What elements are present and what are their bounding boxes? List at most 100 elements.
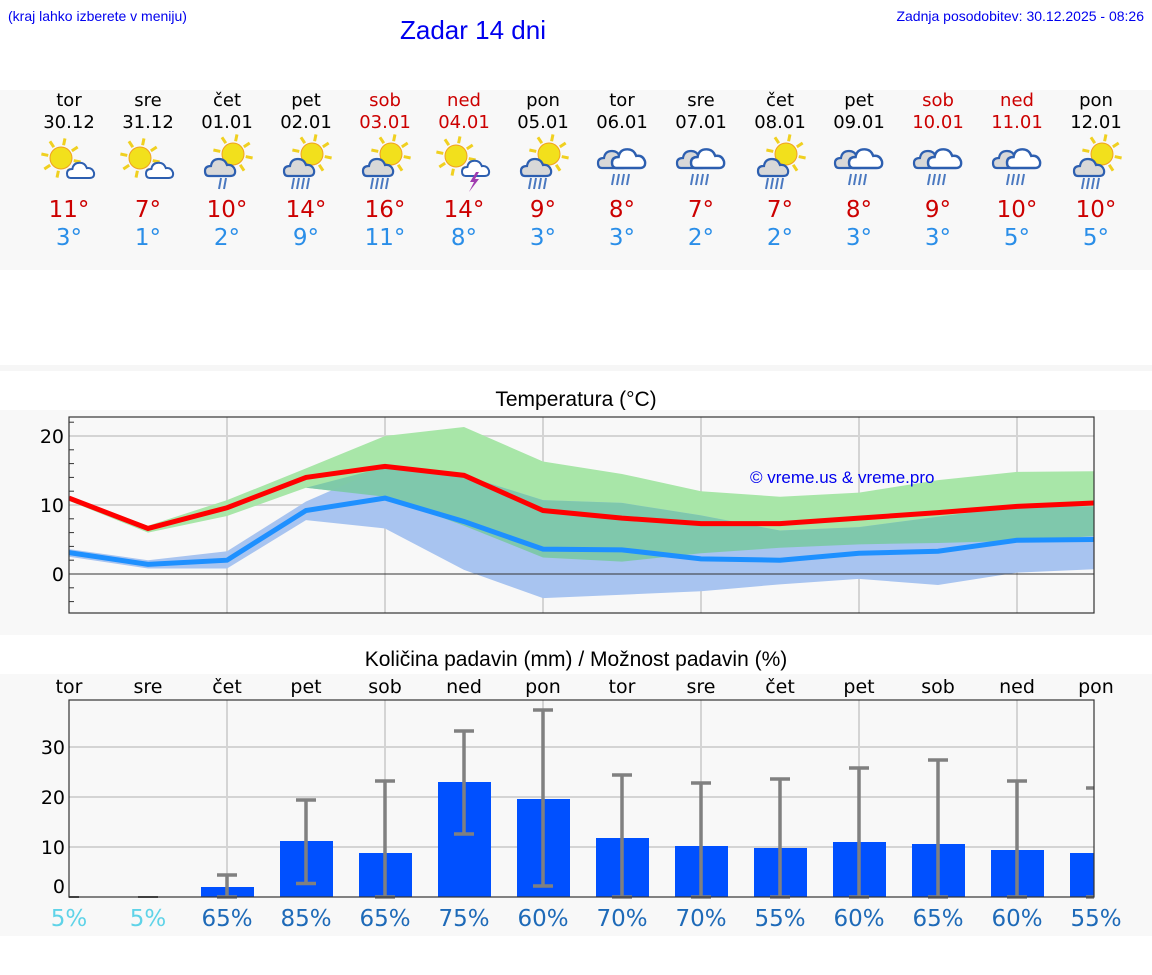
sun-cloud-rain-icon — [276, 134, 336, 194]
clouds-rain-icon — [908, 134, 968, 194]
sun-cloud-icon — [118, 134, 178, 194]
temp-min: 5° — [1082, 225, 1110, 251]
temp-min: 2° — [766, 225, 794, 251]
day-column: ned 11.01 10° 5° — [977, 90, 1057, 252]
day-date: 02.01 — [280, 112, 332, 133]
sun-cloud-rain-icon — [513, 134, 573, 194]
temp-max: 9° — [924, 197, 952, 223]
svg-text:10: 10 — [41, 837, 65, 859]
day-column: pon 12.01 10° 5° — [1056, 90, 1136, 252]
temp-min: 1° — [134, 225, 162, 251]
day-date: 05.01 — [517, 112, 569, 133]
precipitation-chart-title: Količina padavin (mm) / Možnost padavin … — [364, 648, 788, 671]
temp-max: 8° — [608, 197, 636, 223]
temp-max: 14° — [285, 197, 327, 223]
clouds-rain-icon — [987, 134, 1047, 194]
day-column: pet 09.01 8° 3° — [819, 90, 899, 252]
svg-text:sob: sob — [921, 676, 955, 698]
svg-text:55%: 55% — [1070, 906, 1121, 932]
page-title: Zadar 14 dni — [400, 15, 546, 45]
min-temp-line — [69, 495, 1094, 567]
clouds-rain-icon — [671, 134, 731, 194]
temp-min: 3° — [608, 225, 636, 251]
svg-text:5%: 5% — [51, 906, 88, 932]
day-name: pon — [526, 90, 560, 111]
day-name: čet — [765, 90, 795, 111]
clouds-rain-icon — [592, 134, 652, 194]
precip-bar — [1070, 853, 1094, 897]
day-column: čet 01.01 10° 2° — [187, 90, 267, 252]
svg-text:60%: 60% — [517, 906, 568, 932]
temp-max: 9° — [529, 197, 557, 223]
day-column: pon 05.01 9° 3° — [503, 90, 583, 252]
max-temp-range-band — [69, 427, 1094, 562]
svg-text:85%: 85% — [280, 906, 331, 932]
svg-text:65%: 65% — [359, 906, 410, 932]
day-column: sob 03.01 16° 11° — [345, 90, 425, 252]
day-name: pet — [291, 90, 321, 111]
day-date: 11.01 — [991, 112, 1043, 133]
temperature-chart: 20 10 0 — [40, 416, 1095, 614]
temp-min: 11° — [364, 225, 406, 251]
day-name: ned — [1000, 90, 1034, 111]
temp-max: 10° — [206, 197, 248, 223]
temp-max: 10° — [1075, 197, 1117, 223]
day-column: sre 31.12 7° 1° — [108, 90, 188, 252]
day-date: 12.01 — [1070, 112, 1122, 133]
section-divider — [0, 365, 1152, 371]
day-date: 31.12 — [122, 112, 174, 133]
day-name: pon — [1079, 90, 1113, 111]
svg-text:5%: 5% — [130, 906, 167, 932]
sun-cloud-icon — [39, 134, 99, 194]
svg-text:55%: 55% — [754, 906, 805, 932]
precipitation-chart: 30 20 10 0 tor sre čet pet sob ned pon tor sre čet pet… — [41, 676, 1122, 932]
sun-cloud-rain-icon — [750, 134, 810, 194]
svg-text:75%: 75% — [438, 906, 489, 932]
temp-min: 3° — [845, 225, 873, 251]
svg-text:65%: 65% — [912, 906, 963, 932]
sun-cloud-light-rain-icon — [197, 134, 257, 194]
temp-max: 7° — [687, 197, 715, 223]
day-name: tor — [609, 90, 635, 111]
svg-text:65%: 65% — [201, 906, 252, 932]
day-date: 07.01 — [675, 112, 727, 133]
svg-text:čet: čet — [765, 676, 795, 698]
day-name: tor — [56, 90, 82, 111]
day-date: 08.01 — [754, 112, 806, 133]
temp-min: 2° — [213, 225, 241, 251]
day-column: ned 04.01 14° 8° — [424, 90, 504, 252]
temp-max: 7° — [766, 197, 794, 223]
day-column: sob 10.01 9° 3° — [898, 90, 978, 252]
svg-text:20: 20 — [40, 426, 64, 448]
location-hint: (kraj lahko izberete v meniju) — [8, 8, 187, 24]
temp-min: 8° — [450, 225, 478, 251]
temp-max: 8° — [845, 197, 873, 223]
last-updated: Zadnja posodobitev: 30.12.2025 - 08:26 — [896, 8, 1144, 24]
day-name: pet — [844, 90, 874, 111]
temp-max: 16° — [364, 197, 406, 223]
temperature-chart-title: Temperatura (°C) — [495, 388, 657, 411]
sun-cloud-thunder-icon — [434, 134, 494, 194]
sun-cloud-rain-icon — [355, 134, 415, 194]
day-date: 06.01 — [596, 112, 648, 133]
svg-text:30: 30 — [41, 737, 65, 759]
temp-max: 14° — [443, 197, 485, 223]
day-name: sob — [369, 90, 401, 111]
svg-text:0: 0 — [53, 876, 65, 898]
svg-text:pon: pon — [525, 676, 561, 698]
day-name: čet — [212, 90, 242, 111]
watermark: © vreme.us & vreme.pro — [750, 468, 935, 487]
svg-text:čet: čet — [212, 676, 242, 698]
svg-text:sob: sob — [368, 676, 402, 698]
temp-min: 3° — [529, 225, 557, 251]
day-date: 04.01 — [438, 112, 490, 133]
temp-min: 3° — [55, 225, 83, 251]
sun-cloud-rain-icon — [1066, 134, 1126, 194]
svg-text:pet: pet — [843, 676, 874, 698]
temp-min: 2° — [687, 225, 715, 251]
day-name: sre — [687, 90, 715, 111]
temp-max: 10° — [996, 197, 1038, 223]
day-column: pet 02.01 14° 9° — [266, 90, 346, 252]
temp-max: 7° — [134, 197, 162, 223]
day-date: 09.01 — [833, 112, 885, 133]
